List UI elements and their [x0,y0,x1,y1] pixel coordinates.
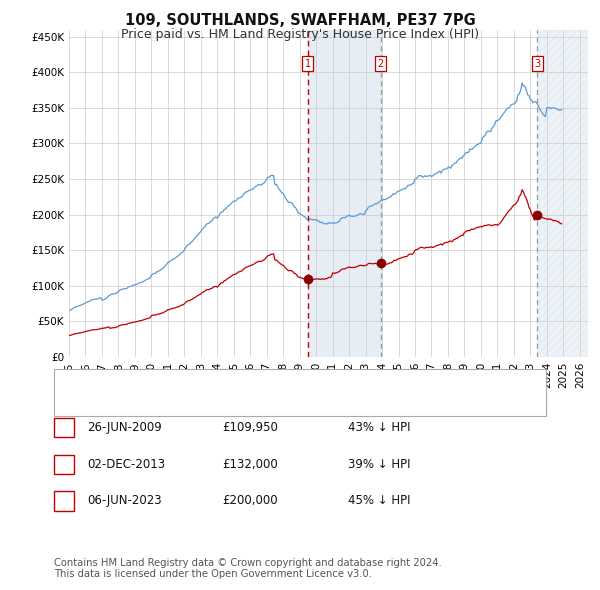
Text: 02-DEC-2013: 02-DEC-2013 [87,458,165,471]
Text: £132,000: £132,000 [222,458,278,471]
Bar [308,30,381,357]
Text: 2: 2 [61,458,68,471]
Text: 109, SOUTHLANDS, SWAFFHAM, PE37 7PG (detached house): 109, SOUTHLANDS, SWAFFHAM, PE37 7PG (det… [109,375,466,388]
Text: 39% ↓ HPI: 39% ↓ HPI [348,458,410,471]
Text: 3: 3 [61,494,68,507]
Text: 1: 1 [61,421,68,434]
Text: 45% ↓ HPI: 45% ↓ HPI [348,494,410,507]
Text: Contains HM Land Registry data © Crown copyright and database right 2024.
This d: Contains HM Land Registry data © Crown c… [54,558,442,579]
Text: 1: 1 [305,59,311,69]
Text: Price paid vs. HM Land Registry's House Price Index (HPI): Price paid vs. HM Land Registry's House … [121,28,479,41]
Bar [538,30,588,357]
Text: 26-JUN-2009: 26-JUN-2009 [87,421,162,434]
Text: £109,950: £109,950 [222,421,278,434]
Text: £200,000: £200,000 [222,494,278,507]
Text: 109, SOUTHLANDS, SWAFFHAM, PE37 7PG: 109, SOUTHLANDS, SWAFFHAM, PE37 7PG [125,13,475,28]
Text: HPI: Average price, detached house, Breckland: HPI: Average price, detached house, Brec… [109,396,386,409]
Text: 06-JUN-2023: 06-JUN-2023 [87,494,161,507]
Text: 3: 3 [535,59,541,69]
Text: 2: 2 [377,59,384,69]
Text: 43% ↓ HPI: 43% ↓ HPI [348,421,410,434]
